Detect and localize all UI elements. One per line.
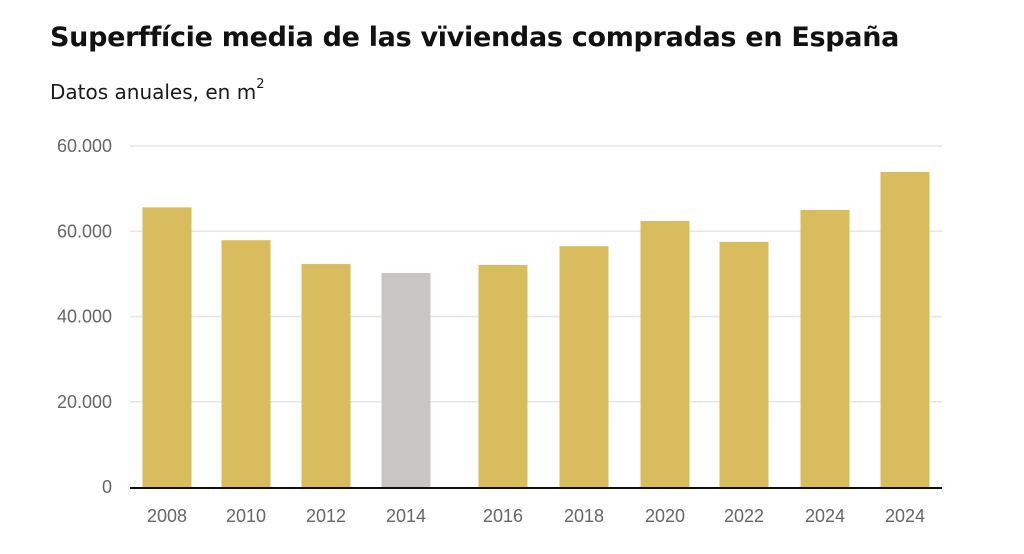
x-axis-ticks: 2008 2010 2012 2014 2016 2018 2020 2022 2024 2024	[147, 506, 925, 526]
bar-2010	[221, 240, 271, 487]
x-tick-label: 2016	[483, 506, 523, 526]
bar-2018	[559, 246, 609, 487]
bars	[142, 172, 930, 487]
x-tick-label: 2024	[885, 506, 925, 526]
x-tick-label: 2014	[386, 506, 426, 526]
x-tick-label: 2022	[724, 506, 764, 526]
y-axis-ticks: 0 20.000 40.000 60.000 60.000	[57, 136, 112, 497]
bar-2008	[142, 207, 192, 487]
y-tick-label: 60.000	[57, 221, 112, 241]
chart-title: Superffície media de las vïviendas compr…	[50, 22, 900, 53]
bar-2012	[301, 264, 351, 487]
y-tick-label: 60.000	[57, 136, 112, 156]
bar-2022	[719, 241, 769, 487]
x-tick-label: 2010	[226, 506, 266, 526]
subtitle-superscript: 2	[256, 77, 265, 92]
x-tick-label: 2012	[306, 506, 346, 526]
x-tick-label: 2020	[645, 506, 685, 526]
bar-2024-last	[880, 172, 930, 487]
y-tick-label: 20.000	[57, 392, 112, 412]
y-tick-label: 40.000	[57, 307, 112, 327]
y-tick-label: 0	[102, 477, 112, 497]
x-tick-label: 2018	[564, 506, 604, 526]
x-tick-label: 2024	[805, 506, 845, 526]
subtitle-text: Datos anuales, en m	[50, 80, 257, 104]
bar-2024	[800, 209, 850, 487]
chart-subtitle: Datos anuales, en m2	[50, 77, 265, 104]
x-tick-label: 2008	[147, 506, 187, 526]
bar-2016	[478, 264, 528, 487]
bar-2020	[640, 221, 690, 487]
bar-2014	[381, 273, 431, 487]
